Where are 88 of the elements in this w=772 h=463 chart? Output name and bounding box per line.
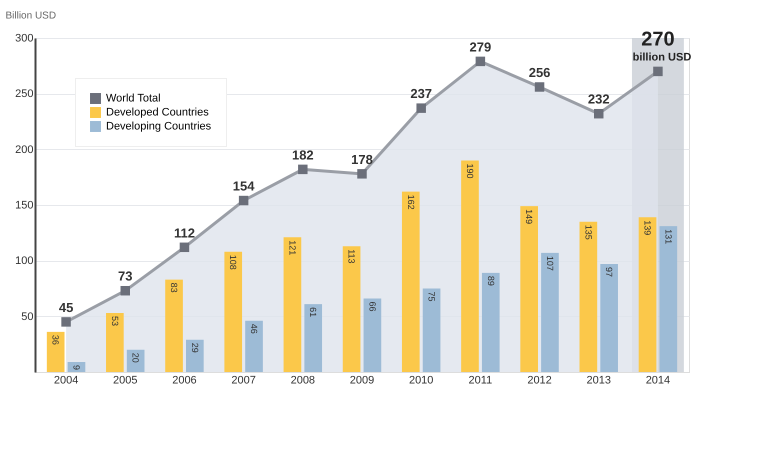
data-label: 46: [249, 324, 260, 334]
x-tick-label: 2011: [468, 374, 492, 386]
x-tick-label: 2008: [290, 374, 316, 386]
data-label: 135: [583, 224, 594, 240]
bar: [126, 350, 144, 372]
x-tick-label: 2007: [231, 374, 256, 386]
point: [357, 169, 367, 179]
legend-label: Developed Countries: [106, 106, 210, 118]
x-tick-label: 2006: [172, 374, 197, 386]
data-label: 237: [410, 86, 432, 102]
data-label: 97: [604, 267, 614, 278]
annotation: billion USD: [632, 51, 692, 64]
data-label: 139: [642, 220, 653, 236]
bar: [186, 340, 204, 372]
legend-label: Developing Countries: [106, 120, 212, 132]
data-label: 162: [406, 194, 416, 210]
data-label: 75: [426, 292, 437, 302]
y-tick-label: 150: [15, 200, 34, 212]
x-tick-label: 2013: [586, 374, 611, 386]
data-label: 270: [641, 28, 675, 50]
data-label: 232: [588, 92, 610, 107]
x-tick-label: 2010: [408, 374, 434, 386]
bar: [68, 362, 86, 372]
bar: [580, 222, 598, 372]
data-label: 112: [174, 225, 195, 240]
point: [653, 66, 663, 76]
bar: [659, 226, 678, 372]
data-label: 149: [524, 209, 534, 224]
point: [298, 164, 308, 174]
point: [476, 56, 486, 66]
data-label: 29: [190, 342, 200, 353]
point: [534, 82, 544, 92]
bar: [461, 160, 479, 372]
bar: [106, 312, 124, 372]
bar: [46, 332, 65, 372]
point: [238, 196, 248, 206]
data-label: 131: [663, 229, 674, 244]
data-label: 66: [367, 302, 378, 312]
x-tick-label: 2004: [54, 374, 78, 386]
x-tick-label: 2012: [527, 374, 552, 386]
data-label: 53: [110, 316, 120, 326]
y-tick-label: 250: [15, 88, 34, 100]
data-label: 89: [486, 276, 496, 286]
point: [180, 242, 190, 252]
data-label: 113: [346, 249, 357, 264]
bar: [402, 192, 420, 372]
bar: [600, 264, 618, 372]
data-label: 154: [232, 178, 256, 194]
data-label: 178: [351, 152, 373, 167]
bar: [364, 298, 382, 372]
y-tick-label: 200: [15, 144, 34, 156]
bar: [422, 288, 440, 372]
x-tick-label: 2005: [113, 374, 138, 386]
y-tick-label: 300: [15, 32, 34, 44]
y-tick-label: 100: [15, 255, 34, 268]
data-label: 45: [58, 300, 74, 315]
x-tick-label: 2009: [350, 374, 374, 386]
y-tick-label: 50: [21, 310, 34, 323]
data-label: 83: [169, 282, 180, 293]
bar: [541, 252, 559, 372]
legend-label: World Total: [106, 92, 161, 104]
point: [416, 103, 426, 113]
bar: [482, 272, 500, 372]
point: [61, 317, 71, 327]
data-label: 108: [228, 254, 238, 270]
data-label: 121: [287, 240, 298, 256]
data-label: 182: [292, 147, 314, 162]
bar: [245, 320, 263, 372]
bar: [520, 206, 538, 372]
y-axis-title: Billion USD: [6, 10, 56, 22]
bar: [224, 252, 242, 372]
data-label: 9: [71, 364, 82, 370]
bar: [638, 217, 656, 372]
data-label: 36: [50, 334, 61, 345]
bar: [342, 246, 360, 372]
bar: [284, 237, 302, 372]
data-label: 73: [118, 268, 132, 284]
bar: [165, 280, 183, 372]
x-tick-label: 2014: [646, 374, 670, 386]
point: [594, 108, 604, 118]
bar: [304, 304, 322, 372]
data-label: 61: [308, 307, 318, 318]
data-label: 190: [464, 163, 475, 178]
data-label: 20: [130, 352, 141, 363]
data-label: 107: [544, 256, 555, 271]
data-label: 279: [470, 39, 492, 54]
point: [120, 286, 130, 296]
data-label: 256: [528, 64, 550, 80]
